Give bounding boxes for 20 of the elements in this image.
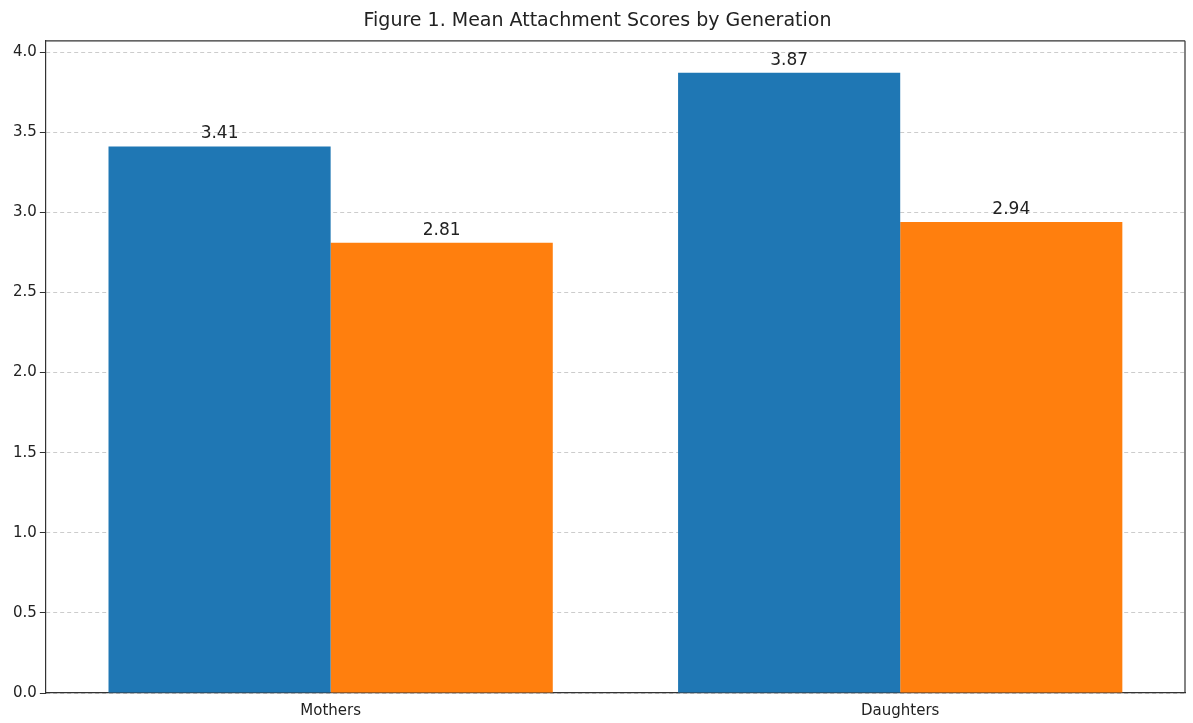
- y-tick-label: 4.0: [13, 41, 37, 60]
- bar: [108, 146, 331, 693]
- x-tick-label: Mothers: [300, 700, 362, 719]
- chart-title: Figure 1. Mean Attachment Scores by Generation: [363, 8, 832, 31]
- data-label: 3.41: [200, 122, 239, 143]
- y-tick-label: 3.0: [13, 202, 37, 221]
- y-tick-label: 0.5: [13, 602, 37, 621]
- y-tick-label: 2.5: [13, 282, 37, 301]
- bar: [330, 242, 553, 693]
- x-tick-label: Daughters: [861, 700, 940, 719]
- data-label: 3.87: [770, 48, 809, 69]
- bar: [678, 72, 901, 693]
- y-tick-label: 1.5: [13, 442, 37, 461]
- y-tick-label: 1.0: [13, 522, 37, 541]
- y-tick-label: 3.5: [13, 122, 37, 141]
- bar: [900, 221, 1123, 693]
- y-tick-label: 2.0: [13, 362, 37, 381]
- y-tick-label: 0.0: [13, 682, 37, 701]
- data-label: 2.94: [992, 197, 1031, 218]
- data-label: 2.81: [422, 218, 461, 239]
